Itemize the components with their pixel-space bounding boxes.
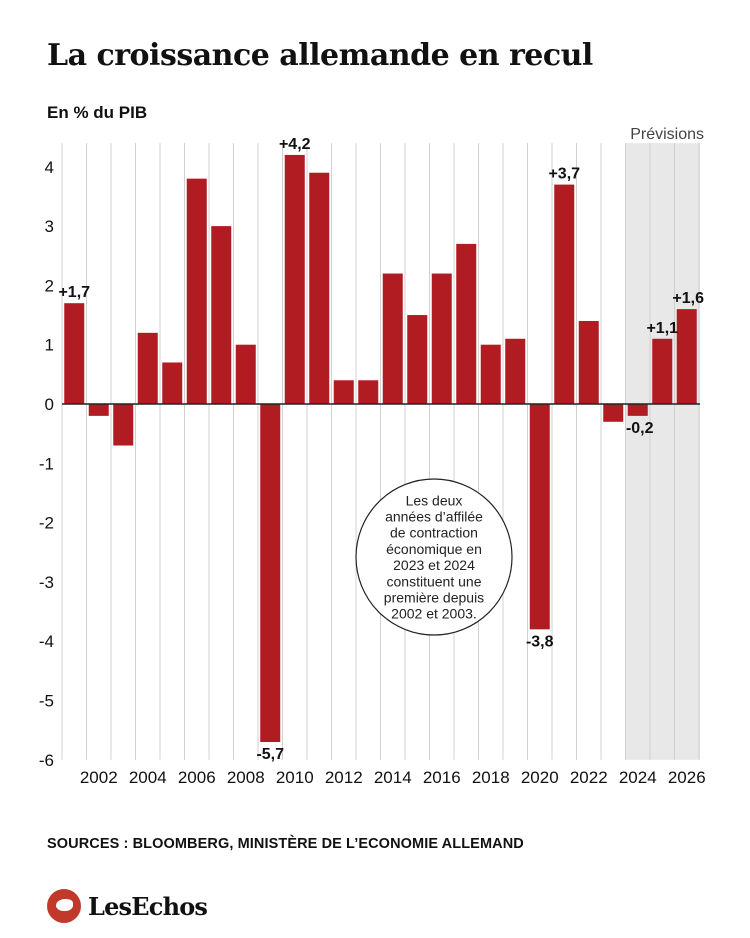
bar-2015 xyxy=(407,315,428,404)
x-tick-label: 2010 xyxy=(276,768,314,787)
bar-2026 xyxy=(676,309,697,404)
y-tick-label: 1 xyxy=(45,336,54,355)
annotation-line: constituent une xyxy=(387,573,482,589)
bar-2014 xyxy=(382,273,403,404)
bar-2008 xyxy=(235,344,256,404)
bar-2019 xyxy=(505,338,526,404)
chart-title: La croissance allemande en recul xyxy=(47,38,593,73)
annotation-line: 2002 et 2003. xyxy=(391,606,477,622)
bar-2003 xyxy=(113,404,134,446)
bar-2022 xyxy=(578,320,599,404)
data-label-2026: +1,6 xyxy=(672,290,704,307)
bar-2011 xyxy=(309,172,330,404)
bar-2009 xyxy=(260,404,281,743)
bar-2012 xyxy=(333,380,354,404)
y-tick-label: -2 xyxy=(39,514,54,533)
data-label-2001: +1,7 xyxy=(58,284,90,301)
y-tick-label: 0 xyxy=(45,395,54,414)
data-label-2020: -3,8 xyxy=(526,633,554,650)
bar-2007 xyxy=(211,226,232,404)
data-label-2021: +3,7 xyxy=(548,166,580,183)
x-tick-label: 2008 xyxy=(227,768,265,787)
y-tick-label: -1 xyxy=(39,454,54,473)
x-tick-label: 2026 xyxy=(668,768,706,787)
x-tick-label: 2014 xyxy=(374,768,412,787)
bar-2016 xyxy=(431,273,452,404)
x-tick-label: 2016 xyxy=(423,768,461,787)
y-tick-label: -3 xyxy=(39,573,54,592)
les-echos-logo: LesEchos xyxy=(47,889,208,923)
bar-2024 xyxy=(627,404,648,416)
bar-2005 xyxy=(162,362,183,404)
x-tick-label: 2022 xyxy=(570,768,608,787)
bar-2023 xyxy=(603,404,624,422)
annotation-line: 2023 et 2024 xyxy=(393,557,475,573)
y-tick-label: -5 xyxy=(39,692,54,711)
gdp-growth-bar-chart: Prévisions 4 3 2 1 0 -1 -2 -3 -4 -5 -6 2002 2004 2006… xyxy=(39,126,706,787)
x-tick-label: 2006 xyxy=(178,768,216,787)
bar-2004 xyxy=(137,332,158,404)
bar-2001 xyxy=(64,303,85,404)
data-label-2010: +4,2 xyxy=(279,136,311,153)
y-tick-label: -6 xyxy=(39,751,54,770)
annotation-line: première depuis xyxy=(384,590,484,606)
data-label-2025: +1,1 xyxy=(646,320,678,337)
bar-2002 xyxy=(88,404,109,416)
bar-2013 xyxy=(358,380,379,404)
bar-2021 xyxy=(554,184,575,404)
annotation-line: économique en xyxy=(386,541,482,557)
forecast-band xyxy=(625,143,700,760)
x-tick-label: 2012 xyxy=(325,768,363,787)
bar-2017 xyxy=(456,243,477,404)
bar-2025 xyxy=(652,338,673,404)
bar-2010 xyxy=(284,154,305,404)
chart-subtitle: En % du PIB xyxy=(47,103,148,122)
y-tick-label: 3 xyxy=(45,217,54,236)
y-tick-label: 4 xyxy=(45,158,54,177)
x-tick-label: 2020 xyxy=(521,768,559,787)
les-echos-bird-icon xyxy=(47,889,81,923)
x-tick-label: 2002 xyxy=(80,768,118,787)
bar-2020 xyxy=(529,404,550,630)
data-label-2024: -0,2 xyxy=(626,420,654,437)
logo-text: LesEchos xyxy=(88,891,208,921)
annotation-line: Les deux xyxy=(406,492,463,508)
y-tick-label: 2 xyxy=(45,276,54,295)
source-note: SOURCES : BLOOMBERG, MINISTÈRE DE L’ECON… xyxy=(47,836,524,852)
annotation-line: de contraction xyxy=(390,525,478,541)
bar-2018 xyxy=(480,344,501,404)
y-tick-label: -4 xyxy=(39,632,54,651)
annotation-bubble xyxy=(355,478,513,636)
annotation-line: années d’affilée xyxy=(385,509,483,525)
bar-2006 xyxy=(186,178,207,404)
x-tick-label: 2024 xyxy=(619,768,657,787)
data-label-2009: -5,7 xyxy=(256,746,284,763)
x-tick-label: 2004 xyxy=(129,768,167,787)
forecast-label: Prévisions xyxy=(630,126,704,143)
x-tick-label: 2018 xyxy=(472,768,510,787)
